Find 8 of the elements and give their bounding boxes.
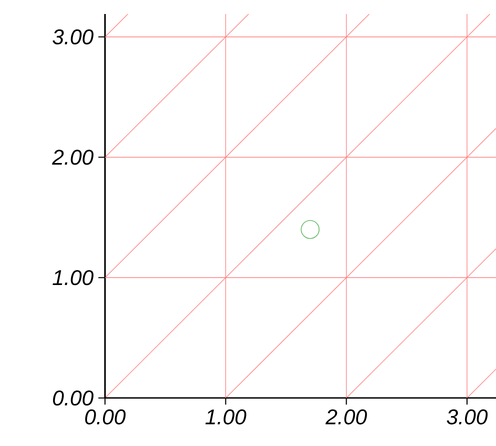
x-tick-label: 2.00	[325, 409, 367, 424]
x-tick-label: 3.00	[446, 409, 488, 424]
x-tick-label: 0.00	[85, 409, 126, 424]
x-tick-label: 1.00	[205, 409, 246, 424]
y-tick-label: 3.00	[52, 29, 94, 44]
y-tick-label: 1.00	[52, 270, 94, 286]
y-tick-label: 2.00	[52, 150, 94, 165]
y-tick-label: 0.00	[53, 390, 94, 406]
